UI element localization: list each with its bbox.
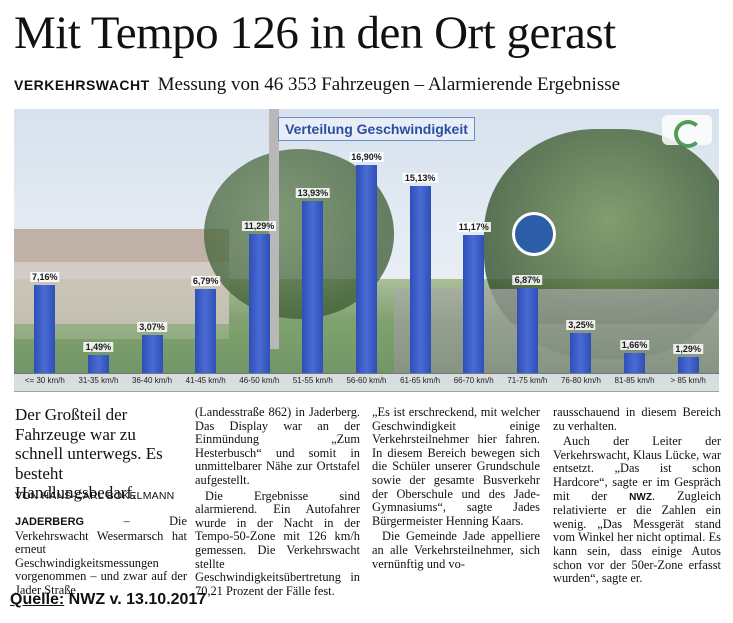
chart-bar xyxy=(302,201,324,373)
subheadline-row: VERKEHRSWACHT Messung von 46 353 Fahrzeu… xyxy=(14,74,726,96)
paragraph: (Landesstraße 862) in Jaderberg. Das Dis… xyxy=(195,405,360,487)
text: Auch der Leiter der Verkehrswacht, Klaus… xyxy=(553,434,721,503)
chart-bar xyxy=(34,284,56,373)
bar-value-label: 6,79% xyxy=(190,276,221,287)
chart-bar xyxy=(87,354,109,373)
bar-value-label: 6,87% xyxy=(512,275,543,286)
chart-title: Verteilung Geschwindigkeit xyxy=(278,117,475,141)
source-note: Quelle: NWZ v. 13.10.2017 xyxy=(10,591,206,609)
bar-value-label: 15,13% xyxy=(402,173,438,184)
subheadline: Messung von 46 353 Fahrzeugen – Alarmier… xyxy=(157,74,621,95)
bar-value-label: 11,29% xyxy=(242,220,277,231)
paragraph: Die Gemeinde Jade appelliere an alle Ver… xyxy=(372,529,540,571)
x-tick-label: 36-40 km/h xyxy=(132,376,173,385)
x-tick-label: 31-35 km/h xyxy=(78,376,119,385)
chart-bar xyxy=(516,288,538,373)
paragraph: rausschauend in diesem Bereich zu verhal… xyxy=(553,405,721,433)
chart-bar xyxy=(624,352,646,373)
bar-value-label: 3,25% xyxy=(566,319,596,330)
chart-bar xyxy=(248,233,270,373)
chart-bar xyxy=(677,357,699,373)
article-column-4: rausschauend in diesem Bereich zu verhal… xyxy=(553,405,721,586)
x-tick-label: 76-80 km/h xyxy=(560,376,601,385)
paragraph: Auch der Leiter der Verkehrswacht, Klaus… xyxy=(553,434,721,586)
speed-distribution-chart: Verteilung Geschwindigkeit 7,16% <= 30 km… xyxy=(14,109,719,392)
x-tick-label: 81-85 km/h xyxy=(614,376,655,385)
article-lead: Der Großteil der Fahrzeuge war zu schnel… xyxy=(15,405,163,502)
bar-value-label: 1,29% xyxy=(673,344,703,355)
bar-value-label: 16,90% xyxy=(349,151,384,162)
chart-bar xyxy=(356,164,377,373)
x-tick-label: 41-45 km/h xyxy=(185,376,226,385)
paragraph: „Es ist erschreckend, mit welcher Geschw… xyxy=(372,405,540,528)
chart-bar xyxy=(409,186,431,373)
x-tick-label: 66-70 km/h xyxy=(453,376,494,385)
article-column-3: „Es ist erschreckend, mit welcher Geschw… xyxy=(372,405,540,571)
chart-bar xyxy=(463,235,485,373)
photo-road xyxy=(394,289,719,374)
bar-value-label: 3,07% xyxy=(137,322,167,333)
text: . Zugleich relativierte er die Zahlen ei… xyxy=(553,488,721,586)
bar-value-label: 11,17% xyxy=(456,222,491,233)
source-text: NWZ v. 13.10.2017 xyxy=(64,591,207,608)
bar-value-label: 13,93% xyxy=(295,188,331,199)
bar-value-label: 7,16% xyxy=(30,271,60,282)
bike-sign-icon xyxy=(512,212,556,256)
x-tick-label: 61-65 km/h xyxy=(400,376,441,385)
kicker: VERKEHRSWACHT xyxy=(14,77,150,93)
nwz-abbrev: NWZ xyxy=(629,491,652,503)
chart-bar xyxy=(570,332,592,373)
x-tick-label: 56-60 km/h xyxy=(346,376,387,385)
column-1-text: – Die Verkehrswacht Wesermarsch hat erne… xyxy=(15,514,187,597)
dateline: JADERBERG xyxy=(15,516,85,528)
x-tick-label: <= 30 km/h xyxy=(24,376,65,385)
x-axis xyxy=(14,373,719,391)
verkehrswacht-logo-icon xyxy=(662,115,712,148)
source-label: Quelle: xyxy=(10,591,65,608)
x-tick-label: > 85 km/h xyxy=(670,376,706,385)
chart-bar xyxy=(141,335,163,373)
article-column-1: JADERBERG – Die Verkehrswacht Wesermarsc… xyxy=(15,514,187,598)
chart-bar xyxy=(195,289,217,373)
x-tick-label: 51-55 km/h xyxy=(292,376,333,385)
byline: VON HANS-CARL BOKELMANN xyxy=(15,490,175,502)
paragraph: Die Ergebnisse sind alarmierend. Ein Aut… xyxy=(195,488,360,598)
x-tick-label: 71-75 km/h xyxy=(507,376,548,385)
bar-value-label: 1,49% xyxy=(83,341,114,352)
article-column-2: (Landesstraße 862) in Jaderberg. Das Dis… xyxy=(195,405,360,598)
bar-value-label: 1,66% xyxy=(619,339,650,350)
x-tick-label: 46-50 km/h xyxy=(239,376,280,385)
headline: Mit Tempo 126 in den Ort gerast xyxy=(14,7,616,59)
